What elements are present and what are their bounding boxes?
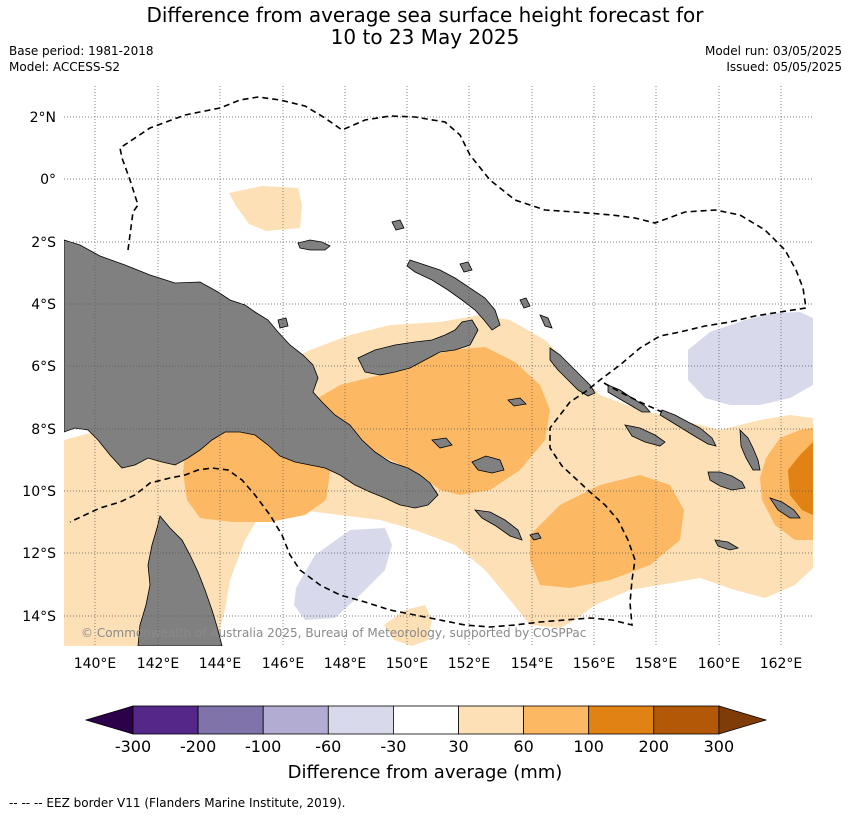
colorbar-tick-label: 300 bbox=[704, 737, 735, 756]
colorbar-swatch-7 bbox=[523, 705, 590, 735]
anomaly-contour-100-200 bbox=[788, 442, 813, 515]
issued-date: Issued: 05/05/2025 bbox=[726, 60, 842, 74]
lat-label-10s: 10°S bbox=[22, 484, 56, 500]
lat-label-14s: 14°S bbox=[22, 609, 56, 625]
lat-label-12s: 12°S bbox=[22, 546, 56, 562]
colorbar-tick-label: 60 bbox=[513, 737, 533, 756]
colorbar-swatch-4 bbox=[327, 705, 394, 735]
lon-label-150e: 150°E bbox=[386, 656, 429, 672]
colorbar-swatch-9 bbox=[653, 705, 720, 735]
colorbar-extend-low bbox=[84, 705, 134, 735]
colorbar-swatch-3 bbox=[262, 705, 329, 735]
lon-label-154e: 154°E bbox=[511, 656, 554, 672]
eez-border-solomons bbox=[603, 382, 663, 413]
lon-label-152e: 152°E bbox=[448, 656, 491, 672]
colorbar-swatch-8 bbox=[588, 705, 655, 735]
colorbar-tick-labels: -300 -200 -100 -60 -30 30 60 100 200 300 bbox=[115, 737, 734, 756]
colorbar-swatch-5 bbox=[392, 705, 459, 735]
colorbar-tick-label: -200 bbox=[180, 737, 216, 756]
lon-label-142e: 142°E bbox=[137, 656, 180, 672]
anomaly-contour-neg30-neg60-south bbox=[294, 528, 392, 620]
latitude-labels: 2°N 0° 2°S 4°S 6°S 8°S 10°S 12°S 14°S bbox=[22, 110, 56, 625]
fergusson-island bbox=[471, 455, 505, 474]
colorbar-swatches bbox=[84, 705, 768, 735]
new-britain-island bbox=[357, 319, 479, 376]
chart-title: Difference from average sea surface heig… bbox=[0, 4, 850, 48]
lon-label-158e: 158°E bbox=[635, 656, 678, 672]
guadalcanal-island bbox=[707, 471, 746, 491]
rossel-island bbox=[529, 532, 542, 541]
cape-york-peninsula bbox=[137, 515, 223, 646]
mussau-island bbox=[391, 219, 405, 231]
graticule bbox=[64, 86, 813, 646]
anomaly-contour-60-100-east bbox=[530, 475, 684, 588]
colorbar: -300 -200 -100 -60 -30 30 60 100 200 300 Differen… bbox=[84, 705, 768, 783]
copyright-notice: © Commonwealth of Australia 2025, Bureau… bbox=[81, 626, 586, 640]
lat-label-8s: 8°S bbox=[31, 422, 56, 438]
colorbar-tick-label: 100 bbox=[573, 737, 604, 756]
colorbar-tick-label: -100 bbox=[245, 737, 281, 756]
woodlark-island bbox=[507, 397, 527, 407]
map-area: © Commonwealth of Australia 2025, Bureau… bbox=[64, 86, 813, 646]
rennell-island bbox=[714, 539, 740, 551]
colorbar-swatch-6 bbox=[458, 705, 524, 735]
trobriand-island bbox=[431, 437, 453, 449]
bougainville-island bbox=[549, 347, 596, 397]
manus-island bbox=[297, 239, 331, 251]
meta-right: Model run: 03/05/2025 Issued: 05/05/2025 bbox=[705, 43, 842, 75]
lat-label-2n: 2°N bbox=[30, 110, 56, 126]
lat-label-0: 0° bbox=[40, 172, 56, 188]
colorbar-tick-label: -300 bbox=[115, 737, 151, 756]
anomaly-contour-30-60-north bbox=[229, 186, 302, 231]
lon-label-140e: 140°E bbox=[74, 656, 117, 672]
model-name: Model: ACCESS-S2 bbox=[9, 60, 121, 74]
eez-border-png bbox=[69, 96, 807, 628]
colorbar-tick-label: 30 bbox=[448, 737, 468, 756]
title-line-1: Difference from average sea surface heig… bbox=[146, 3, 704, 27]
base-period: Base period: 1981-2018 bbox=[9, 44, 154, 58]
new-georgia-island bbox=[624, 424, 666, 447]
lat-label-2s: 2°S bbox=[31, 235, 56, 251]
colorbar-title: Difference from average (mm) bbox=[288, 762, 563, 783]
model-run: Model run: 03/05/2025 bbox=[704, 44, 842, 58]
malaita-island bbox=[739, 428, 761, 471]
lon-label-148e: 148°E bbox=[324, 656, 367, 672]
lon-label-162e: 162°E bbox=[760, 656, 803, 672]
longitude-labels: 140°E 142°E 144°E 146°E 148°E 150°E 152°… bbox=[74, 656, 803, 672]
eez-legend-footer: -- -- -- EEZ border V11 (Flanders Marine… bbox=[9, 796, 346, 810]
colorbar-swatch-2 bbox=[197, 705, 264, 735]
colorbar-extend-high bbox=[718, 705, 768, 735]
landmasses bbox=[64, 219, 801, 646]
colorbar-tick-label: -60 bbox=[315, 737, 341, 756]
eez-border bbox=[69, 96, 807, 628]
choiseul-island bbox=[607, 384, 651, 413]
colorbar-tick-label: 200 bbox=[639, 737, 670, 756]
makira-island bbox=[769, 497, 801, 519]
meta-left: Base period: 1981-2018 Model: ACCESS-S2 bbox=[9, 43, 154, 75]
new-guinea-island bbox=[64, 239, 439, 509]
new-ireland-island bbox=[406, 259, 501, 331]
title-line-2: 10 to 23 May 2025 bbox=[330, 25, 520, 49]
lon-label-144e: 144°E bbox=[199, 656, 242, 672]
lat-label-6s: 6°S bbox=[31, 359, 56, 375]
colorbar-swatch-1 bbox=[132, 705, 199, 735]
lon-label-156e: 156°E bbox=[573, 656, 616, 672]
santa-isabel-island bbox=[659, 409, 717, 447]
buka-island bbox=[539, 314, 553, 329]
lat-label-4s: 4°S bbox=[31, 297, 56, 313]
colorbar-tick-label: -30 bbox=[380, 737, 406, 756]
lon-label-160e: 160°E bbox=[698, 656, 741, 672]
lihir-island bbox=[519, 297, 531, 309]
lon-label-146e: 146°E bbox=[262, 656, 305, 672]
louisiade-island-1 bbox=[473, 509, 523, 541]
